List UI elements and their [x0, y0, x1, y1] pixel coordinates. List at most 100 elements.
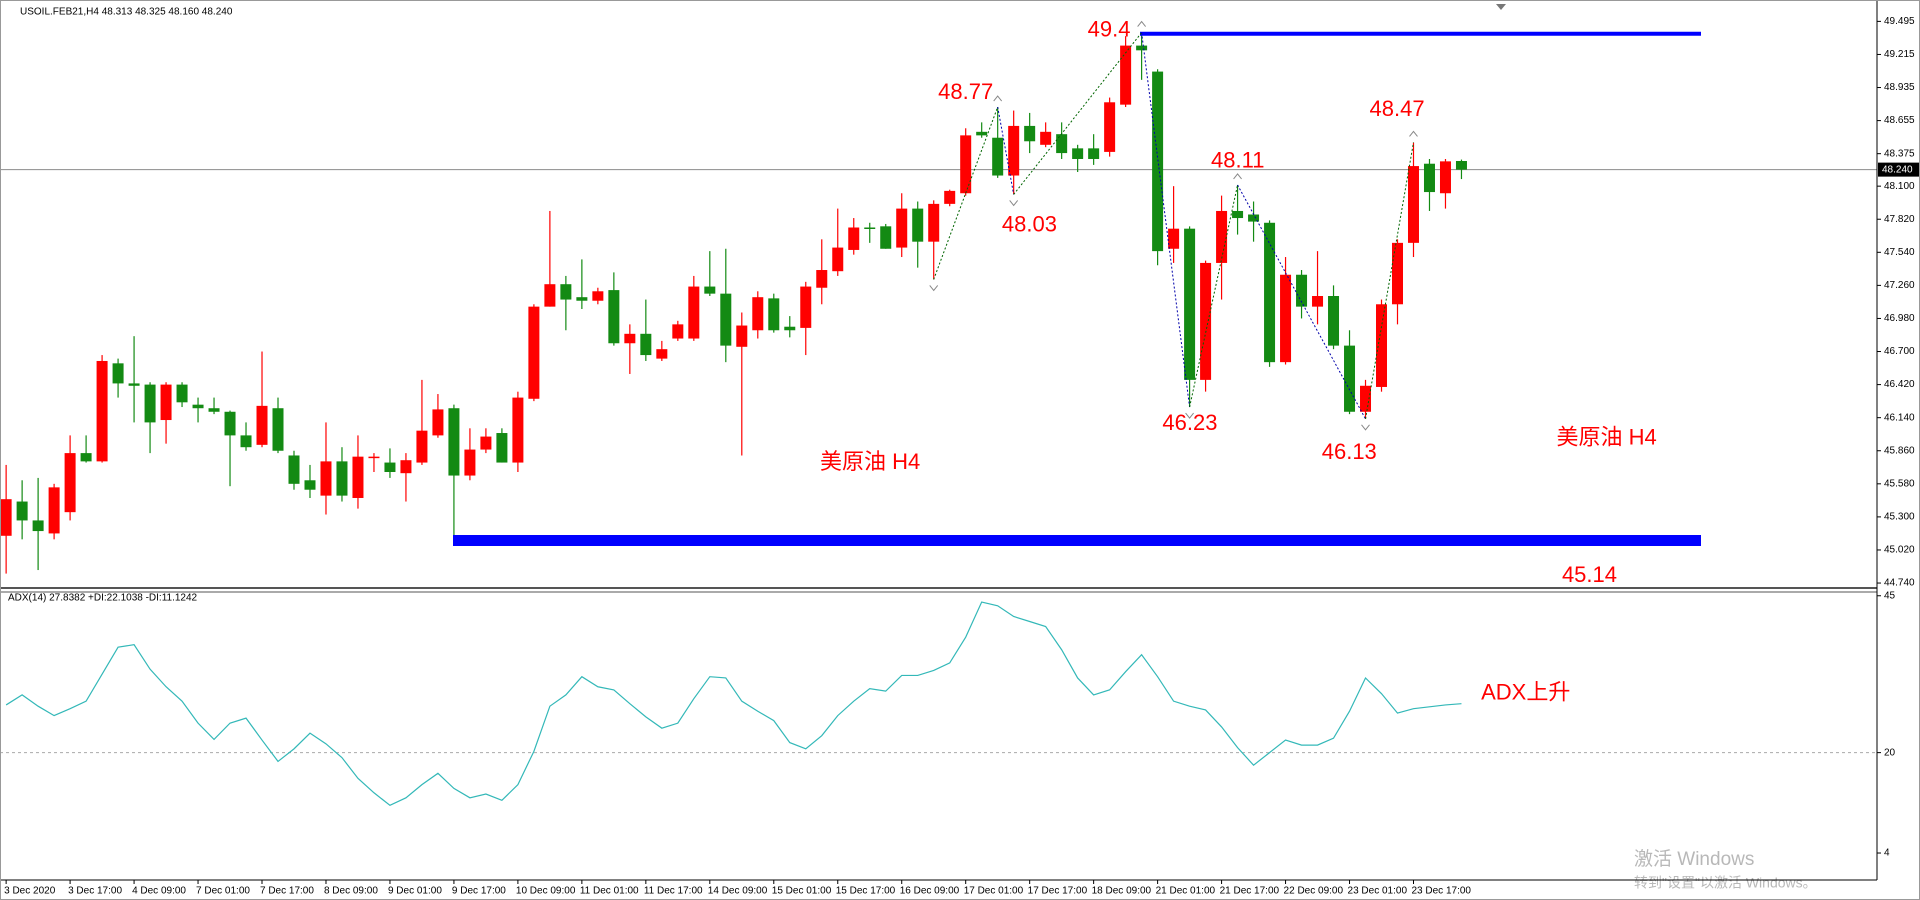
- candle-body: [224, 411, 236, 436]
- candle-body: [992, 137, 1004, 176]
- candle-body: [880, 226, 892, 249]
- candle-body: [416, 430, 428, 463]
- x-tick-label: 23 Dec 01:00: [1348, 886, 1408, 897]
- candle-body: [896, 208, 908, 248]
- candle-body: [96, 360, 108, 462]
- y-tick-label: 4: [1884, 848, 1890, 859]
- candle-body: [336, 461, 348, 496]
- candle-body: [944, 190, 956, 204]
- candle-body: [688, 286, 700, 339]
- x-tick-label: 18 Dec 09:00: [1092, 886, 1152, 897]
- x-tick-label: 4 Dec 09:00: [132, 886, 186, 897]
- fractal-arrow: [1009, 200, 1019, 207]
- x-tick-label: 11 Dec 17:00: [644, 886, 703, 897]
- candle-body: [16, 501, 28, 521]
- fractal-arrow: [1409, 130, 1418, 137]
- zigzag-label: 49.4: [1088, 16, 1131, 41]
- x-tick-label: 21 Dec 01:00: [1156, 886, 1216, 897]
- candle-body: [1455, 160, 1467, 170]
- annotation: 美原油 H4: [1557, 425, 1657, 450]
- candle-body: [80, 453, 92, 462]
- x-tick-label: 11 Dec 01:00: [580, 886, 639, 897]
- y-tick-label: 47.820: [1884, 214, 1915, 225]
- candle-body: [176, 384, 188, 403]
- y-tick-label: 46.140: [1884, 412, 1915, 423]
- zigzag-label: 46.23: [1162, 410, 1217, 435]
- y-tick-label: 49.215: [1884, 49, 1915, 60]
- candle-body: [1040, 131, 1052, 145]
- x-tick-label: 16 Dec 09:00: [900, 886, 960, 897]
- candle-body: [528, 306, 540, 399]
- candle-body: [544, 284, 556, 307]
- candle-body: [368, 456, 380, 459]
- candle-body: [624, 333, 636, 344]
- zigzag-segment: [1141, 32, 1191, 408]
- candle-body: [784, 326, 796, 331]
- y-tick-label: 45.020: [1884, 545, 1915, 556]
- candle-body: [560, 284, 572, 300]
- y-tick-label: 45: [1884, 590, 1896, 601]
- candle-body: [1296, 274, 1308, 307]
- candle-body: [288, 455, 300, 484]
- annotation: 美原油 H4: [820, 449, 920, 474]
- candle-body: [496, 433, 508, 463]
- candle-body: [112, 363, 124, 384]
- candle-body: [1008, 125, 1020, 176]
- candle-body: [816, 270, 828, 288]
- last-price-label: 48.240: [1882, 164, 1913, 175]
- zigzag-segment: [933, 106, 999, 280]
- candle-body: [240, 435, 252, 448]
- candle-body: [1439, 161, 1451, 194]
- y-tick-label: 47.260: [1884, 280, 1915, 291]
- x-tick-label: 21 Dec 17:00: [1220, 886, 1280, 897]
- candle-body: [960, 135, 972, 194]
- x-tick-label: 9 Dec 01:00: [388, 886, 442, 897]
- candle-body: [1072, 148, 1084, 159]
- candle-body: [976, 131, 988, 136]
- adx-line: [5, 601, 1462, 807]
- annotation: 45.14: [1562, 562, 1617, 587]
- watermark: 转到"设置"以激活 Windows。: [1634, 875, 1817, 891]
- candle-body: [1168, 228, 1180, 249]
- zigzag-label: 48.47: [1370, 96, 1425, 121]
- candle-body: [448, 408, 460, 476]
- candle-body: [640, 333, 652, 356]
- y-tick-label: 45.300: [1884, 512, 1915, 523]
- candle-body: [1360, 385, 1372, 412]
- candle-body: [128, 383, 140, 386]
- candle-body: [208, 408, 220, 412]
- y-tick-label: 48.935: [1884, 82, 1915, 93]
- x-tick-label: 17 Dec 17:00: [1028, 886, 1088, 897]
- shift-marker: [1496, 4, 1506, 10]
- candle-body: [1136, 45, 1148, 51]
- candle-body: [1216, 210, 1228, 263]
- candle-body: [1344, 345, 1356, 412]
- candle-body: [1152, 71, 1164, 252]
- fractal-arrow: [993, 95, 1003, 102]
- watermark: 激活 Windows: [1634, 848, 1754, 870]
- zigzag-label: 48.11: [1211, 148, 1264, 173]
- candle-body: [1407, 166, 1419, 243]
- candle-body: [1056, 134, 1068, 154]
- candle-body: [272, 408, 284, 451]
- candle-body: [736, 325, 748, 347]
- x-tick-label: 15 Dec 01:00: [772, 886, 832, 897]
- candle-body: [352, 456, 364, 498]
- candle-body: [1248, 214, 1260, 222]
- candle-body: [48, 487, 60, 534]
- zigzag-segment: [1365, 142, 1414, 419]
- x-tick-label: 3 Dec 17:00: [68, 886, 122, 897]
- x-tick-label: 23 Dec 17:00: [1411, 886, 1471, 897]
- candle-body: [1104, 102, 1116, 152]
- candle-body: [1423, 163, 1435, 193]
- y-tick-label: 44.740: [1884, 578, 1915, 589]
- candle-body: [256, 405, 268, 445]
- zigzag-segment: [1189, 184, 1239, 408]
- candle-body: [160, 384, 172, 421]
- zigzag-segment: [997, 106, 1015, 195]
- chart-title: USOIL.FEB21,H4 48.313 48.325 48.160 48.2…: [20, 7, 233, 18]
- zigzag-label: 48.03: [1002, 211, 1057, 236]
- x-tick-label: 7 Dec 17:00: [260, 886, 314, 897]
